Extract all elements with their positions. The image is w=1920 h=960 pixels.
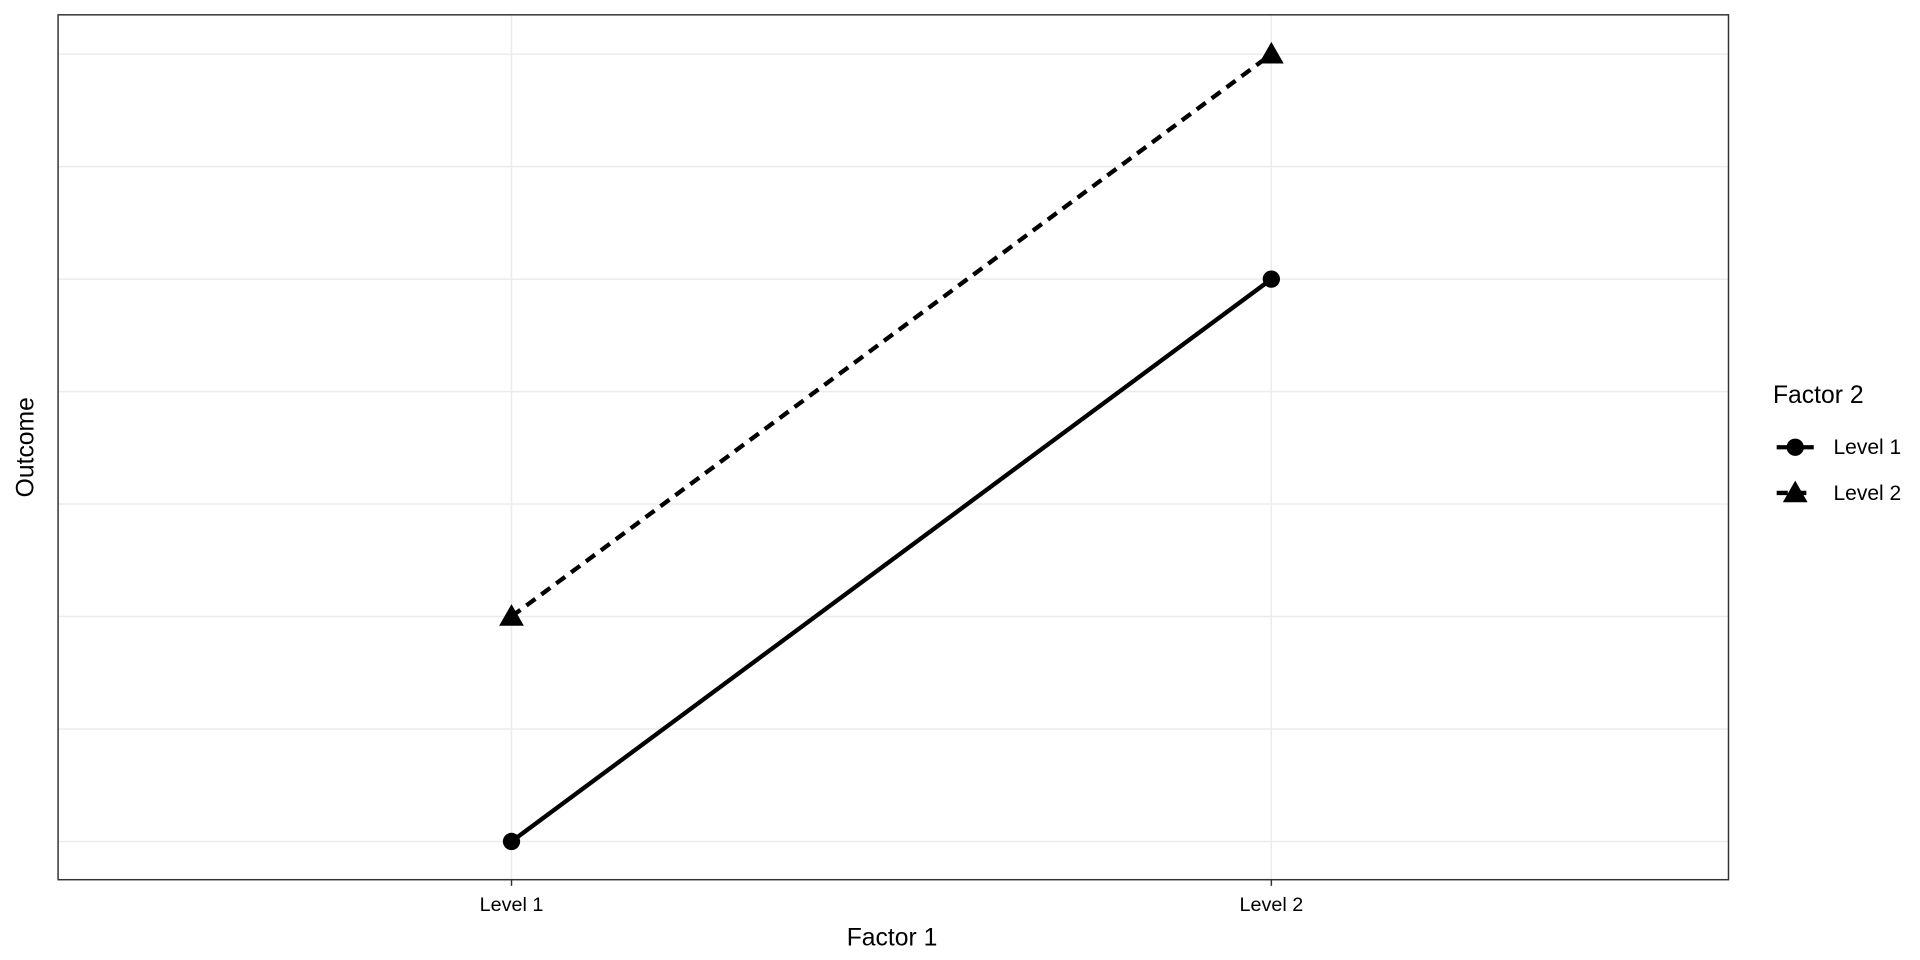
- marker: [499, 604, 524, 626]
- y-axis-title: Outcome: [13, 397, 40, 497]
- marker: [1262, 270, 1280, 288]
- marker: [1258, 41, 1284, 64]
- legend-title: Factor 2: [1773, 382, 1864, 409]
- x-tick-label: Level 2: [1240, 894, 1304, 916]
- panel-border: [57, 14, 1730, 881]
- marker: [502, 832, 521, 851]
- legend-marker: [1786, 438, 1804, 456]
- x-tick-label: Level 1: [480, 894, 544, 916]
- legend-label: Level 2: [1834, 482, 1902, 505]
- legend-marker: [1782, 480, 1808, 503]
- legend-label: Level 1: [1834, 436, 1902, 459]
- plot: [499, 41, 1284, 851]
- series-line: [510, 52, 1273, 619]
- grid: [58, 14, 1729, 880]
- series-line: [510, 277, 1273, 844]
- x-axis-title: Factor 1: [847, 925, 938, 952]
- legend: Level 1 Level 2: [1776, 436, 1902, 505]
